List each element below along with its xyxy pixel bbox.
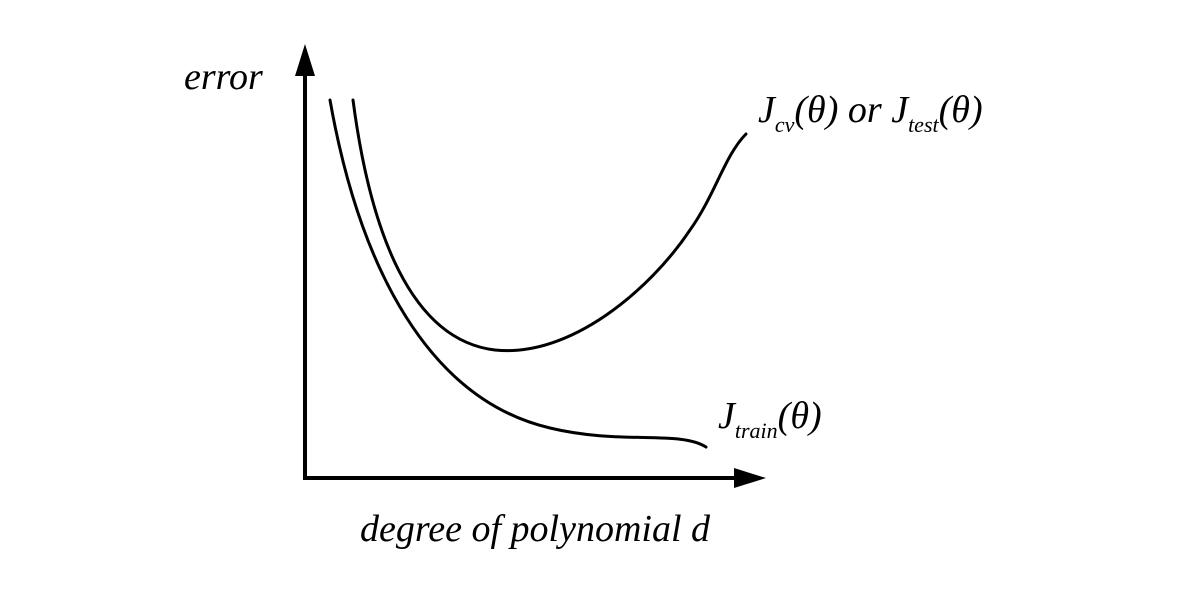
test-subscript: test <box>908 112 939 137</box>
cv-error-curve <box>351 98 748 353</box>
cv-name: J <box>758 89 777 131</box>
test-name: J <box>891 89 910 131</box>
y-axis-arrowhead <box>295 44 315 76</box>
cv-subscript: cv <box>775 112 795 137</box>
test-theta: (θ) <box>939 89 983 131</box>
cv-connector: or <box>838 89 891 131</box>
train-subscript: train <box>735 418 778 443</box>
train-error-curve <box>328 98 708 449</box>
x-axis-label: degree of polynomial d <box>360 508 711 550</box>
train-theta: (θ) <box>778 395 822 437</box>
train-curve-label: Jtrain(θ) <box>718 395 822 443</box>
y-axis-label: error <box>184 56 263 98</box>
cv-curve-label: Jcv(θ) or Jtest(θ) <box>758 89 983 137</box>
cv-theta: (θ) <box>794 89 838 131</box>
train-name: J <box>718 395 737 437</box>
x-axis-arrowhead <box>734 468 766 488</box>
